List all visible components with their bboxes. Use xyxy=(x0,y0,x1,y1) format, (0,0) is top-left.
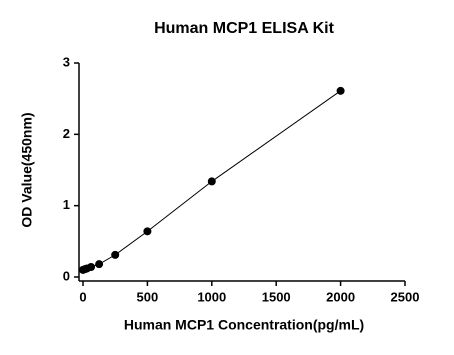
x-tick-label: 1500 xyxy=(262,289,291,304)
y-tick-label: 3 xyxy=(63,54,70,69)
data-point xyxy=(336,86,345,95)
x-tick-label: 500 xyxy=(137,289,159,304)
data-point xyxy=(87,263,96,272)
data-point xyxy=(207,177,216,186)
data-point xyxy=(143,227,152,236)
y-axis-label: OD Value(450nm) xyxy=(19,112,35,227)
y-tick-label: 2 xyxy=(63,126,70,141)
data-point xyxy=(95,260,104,269)
chart-title: Human MCP1 ELISA Kit xyxy=(154,20,335,37)
x-tick-label: 2500 xyxy=(391,289,420,304)
x-axis-label: Human MCP1 Concentration(pg/mL) xyxy=(124,317,364,333)
y-tick-label: 0 xyxy=(63,268,70,283)
y-tick-label: 1 xyxy=(63,197,70,212)
x-tick-label: 1000 xyxy=(197,289,226,304)
x-tick-label: 0 xyxy=(79,289,86,304)
x-tick-label: 2000 xyxy=(326,289,355,304)
data-point xyxy=(111,250,120,259)
